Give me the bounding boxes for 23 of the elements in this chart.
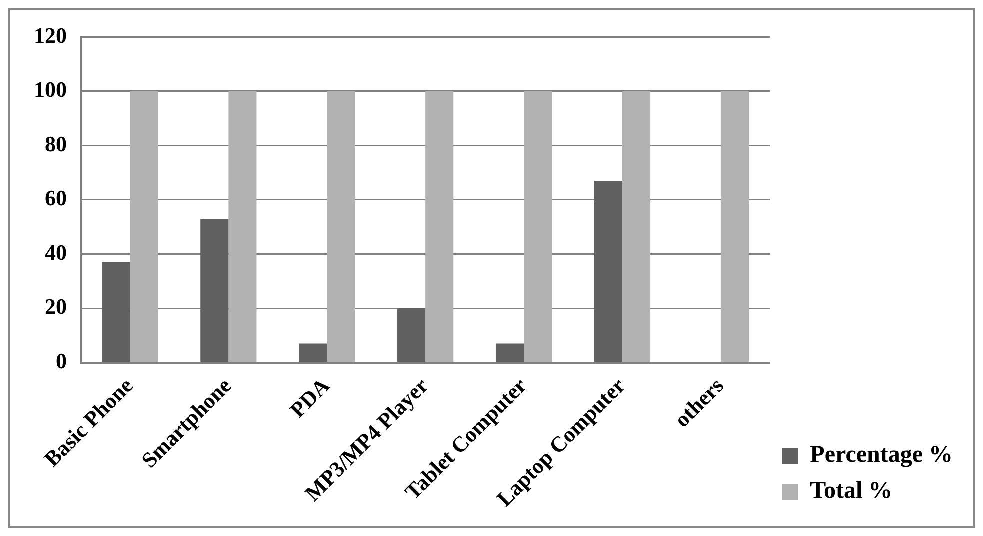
bar <box>130 91 158 362</box>
bar <box>496 344 524 362</box>
y-tick-label: 60 <box>45 186 67 211</box>
bar <box>299 344 328 362</box>
bar <box>622 91 651 362</box>
bar <box>594 180 622 362</box>
bar <box>426 91 454 362</box>
y-tick-label: 100 <box>34 77 67 102</box>
bar <box>524 91 552 362</box>
y-tick-label: 40 <box>45 240 67 265</box>
y-tick-label: 120 <box>34 22 67 48</box>
y-tick-label: 80 <box>45 131 67 156</box>
bar <box>720 91 750 362</box>
bar <box>398 308 426 362</box>
x-tick-label: PDA <box>285 372 335 423</box>
y-tick-label: 20 <box>45 294 67 320</box>
bar <box>327 91 356 362</box>
bar <box>200 218 229 362</box>
bar <box>102 262 130 362</box>
bar <box>228 91 257 362</box>
y-tick-label: 0 <box>56 348 67 374</box>
legend-label: Total % <box>810 478 893 504</box>
legend-label: Percentage % <box>810 442 953 468</box>
